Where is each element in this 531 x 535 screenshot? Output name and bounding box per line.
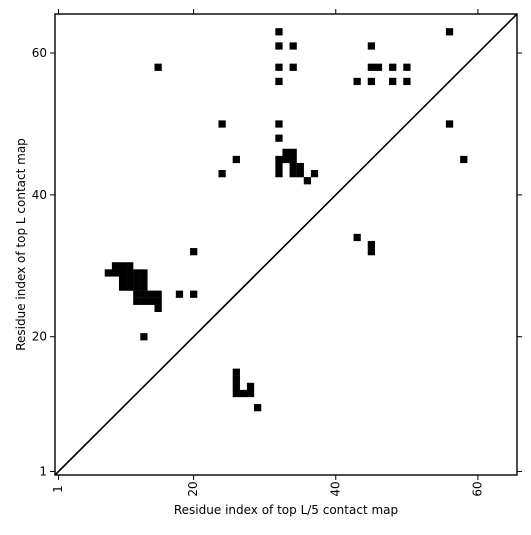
contact-cell (275, 63, 283, 71)
y-tick-label: 40 (32, 188, 47, 202)
contact-cell (275, 162, 283, 171)
contact-cell (289, 155, 297, 164)
contact-cell (289, 63, 297, 71)
contact-cell (296, 162, 304, 171)
x-tick-label: 1 (51, 485, 65, 493)
contact-cell (289, 148, 297, 156)
contact-cell (296, 170, 304, 178)
contact-cell (403, 63, 411, 71)
contact-cell (118, 262, 127, 270)
contact-cell (367, 240, 375, 249)
contact-cell (367, 63, 375, 71)
contact-cell (289, 170, 297, 178)
contact-cell (140, 269, 148, 277)
contact-cell (367, 77, 375, 86)
contact-cell (254, 404, 262, 412)
contact-cell (190, 290, 198, 298)
contact-cell (140, 283, 148, 291)
contact-cell (140, 333, 148, 341)
plot-frame (54, 13, 518, 476)
contact-cell (140, 276, 148, 284)
contact-cell (140, 290, 148, 298)
contact-cell (374, 63, 383, 71)
contact-cell (289, 42, 297, 50)
contact-cell (118, 276, 127, 284)
x-tick-label: 60 (470, 481, 484, 496)
contact-cell (133, 290, 141, 298)
contact-cell (445, 120, 454, 128)
contact-cell (147, 297, 155, 305)
contact-cell (126, 276, 134, 284)
contact-cell (367, 248, 375, 256)
contact-cell (232, 155, 240, 164)
contact-cell (118, 269, 127, 277)
contact-cell (232, 389, 240, 398)
contact-cell (246, 382, 255, 391)
y-tick-label: 20 (32, 330, 47, 344)
contact-cell (275, 170, 283, 178)
contact-cell (154, 63, 162, 71)
x-axis-label: Residue index of top L/5 contact map (174, 503, 398, 517)
contact-cell (154, 304, 162, 313)
contact-cell (460, 155, 468, 164)
contact-cell (353, 233, 361, 242)
contact-cell (218, 120, 226, 128)
contact-cell (289, 162, 297, 171)
contact-cell (190, 248, 198, 256)
contact-cell (232, 375, 240, 383)
contact-cell (389, 77, 397, 86)
axis-ticks (50, 9, 522, 480)
contact-cell (140, 297, 148, 305)
contact-cell (275, 155, 283, 164)
contact-cell (133, 283, 141, 291)
contact-cell (275, 77, 283, 86)
contact-cell (147, 290, 155, 298)
contact-cell (246, 389, 255, 398)
contact-cell (133, 276, 141, 284)
contact-cell (275, 42, 283, 50)
contact-cell (275, 134, 283, 142)
contact-cell (275, 28, 283, 36)
axis-labels: 1 20 40 60 1 20 40 60 Residue index of top L/5 c… (14, 46, 484, 517)
contact-cell (111, 262, 120, 270)
contact-cell (403, 77, 411, 86)
contact-cell (133, 269, 141, 277)
contact-cell (282, 155, 290, 164)
y-axis-label: Residue index of top L contact map (14, 138, 28, 351)
contact-cell (232, 382, 240, 391)
contact-cell (353, 77, 361, 86)
contact-cell (282, 148, 290, 156)
x-tick-label: 20 (186, 481, 200, 496)
contact-cell (126, 262, 134, 270)
contact-cell (104, 269, 113, 277)
contact-cell (367, 42, 375, 50)
contact-cell (232, 368, 240, 376)
contact-cell (239, 389, 248, 398)
contact-cell (154, 290, 162, 298)
contact-cell (275, 120, 283, 128)
contact-cell (133, 297, 141, 305)
diagonal-line (54, 13, 518, 476)
x-tick-label: 40 (328, 481, 342, 496)
contact-cell (218, 170, 226, 178)
contact-cells (104, 28, 468, 412)
y-tick-label: 1 (39, 464, 47, 478)
contact-cell (154, 297, 162, 305)
contact-cell (445, 28, 454, 36)
contact-cell (126, 283, 134, 291)
contact-cell (111, 269, 120, 277)
y-tick-label: 60 (32, 46, 47, 60)
contact-cell (175, 290, 184, 298)
contact-cell (303, 177, 312, 185)
contact-cell (118, 283, 127, 291)
contact-cell (389, 63, 397, 71)
contact-cell (126, 269, 134, 277)
contact-cell (310, 170, 319, 178)
